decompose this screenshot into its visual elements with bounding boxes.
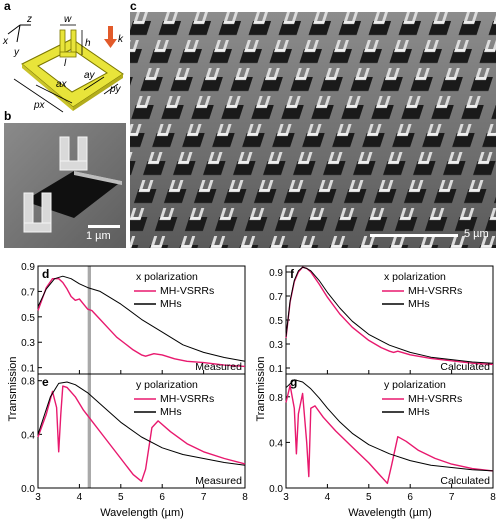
panel-label-c: c [130,0,137,13]
axis-y-label: y [13,47,20,58]
corner-note: Calculated [440,475,490,487]
panel-label-b: b [4,109,12,123]
x-tick-label: 5 [118,492,124,503]
y-tick-label: 0.7 [269,292,283,303]
y-tick-label: 0.0 [21,484,35,495]
y-tick-label: 0.5 [269,316,283,327]
legend-entry: MH-VSRRs [408,285,462,297]
y-axis-label-right: Transmission [255,357,267,422]
polarization-label: x polarization [384,271,446,283]
y-tick-label: 0.1 [21,364,35,375]
scalebar-b-label: 1 µm [86,230,111,242]
x-tick-label: 6 [407,492,413,503]
x-tick-label: 5 [366,492,372,503]
y-axis-label-left: Transmission [7,357,19,422]
panel-label-d: d [42,267,49,281]
panel-label-g: g [290,375,297,389]
series-line-mhs [285,379,494,472]
x-tick-label: 8 [490,492,496,503]
x-tick-label: 4 [77,492,83,503]
dim-w-label: w [64,14,72,25]
plot-frame [285,373,494,489]
panel-d: 0.1 0.3 0.5 0.7 0.9 x polarization MH-VSRRsMHs… [21,262,246,375]
dim-l-label: l [64,58,67,69]
marker-band [87,266,91,374]
panel-g: 0.0 0.4 0.8 3 4 5 6 7 8 y polarization MH-VSRRsMHs… [269,373,496,503]
legend-entry: MH-VSRRs [160,285,214,297]
panel-label-a: a [4,0,11,13]
unit-cell-schematic: z x y w l h ax ay px py k [2,14,124,113]
y-tick-label: 0.9 [269,268,283,279]
plot-frame [37,373,246,489]
legend-entry: MHs [408,406,430,418]
y-tick-label: 0.1 [269,364,283,375]
y-tick-label: 0.8 [269,393,283,404]
y-tick-label: 0.4 [21,430,35,441]
polarization-label: x polarization [136,271,198,283]
series-line-mhs [285,266,494,364]
x-axis-label-left: Wavelength (µm) [100,507,184,519]
dim-py-label: py [109,84,122,95]
x-tick-label: 3 [283,492,289,503]
axis-x-label: x [2,36,9,47]
x-tick-label: 7 [449,492,455,503]
panel-label-e: e [42,375,49,389]
x-tick-label: 7 [201,492,207,503]
corner-note: Measured [195,361,242,373]
transmission-spectra: Transmission Transmission Wavelength (µm… [7,262,496,519]
panel-label-f: f [290,267,295,281]
corner-note: Calculated [440,361,490,373]
dim-ay-label: ay [84,70,96,81]
polarization-label: y polarization [384,379,446,391]
polarization-label: y polarization [136,379,198,391]
marker-band [87,374,91,488]
sem-closeup-image: 1 µm [4,123,126,248]
x-tick-label: 6 [159,492,165,503]
y-tick-label: 0.4 [269,438,283,449]
legend-entry: MHs [160,298,182,310]
series-line-mh-vsrrs [285,266,494,366]
dim-px-label: px [33,100,46,111]
legend-entry: MHs [408,298,430,310]
k-vector-icon [104,26,117,48]
dim-h-label: h [85,38,91,49]
panel-f: 0.1 0.3 0.5 0.7 0.9 x polarization MH-VSRRsMHs… [269,265,494,375]
y-tick-label: 0.7 [21,287,35,298]
series-line-mhs [37,275,246,362]
corner-note: Measured [195,475,242,487]
series-line-mhs [37,381,246,466]
y-tick-label: 0.9 [21,262,35,273]
series-line-mh-vsrrs [285,384,494,485]
y-tick-label: 0.8 [21,377,35,388]
series-line-mh-vsrrs [37,385,246,483]
y-tick-label: 0.3 [269,340,283,351]
x-tick-label: 4 [325,492,331,503]
scalebar-c-label: 5 µm [464,228,489,240]
panel-e: 0.0 0.4 0.8 3 4 5 6 7 8 y polarization MH-VSRRsMHs… [21,373,248,503]
k-label: k [118,34,124,45]
series-line-mh-vsrrs [37,278,246,368]
x-tick-label: 8 [242,492,248,503]
y-tick-label: 0.5 [21,313,35,324]
x-tick-label: 3 [35,492,41,503]
y-tick-label: 0.3 [21,338,35,349]
sem-array-image: 5 µm [130,12,496,248]
axis-z-label: z [26,14,32,25]
y-tick-label: 0.0 [269,484,283,495]
legend-entry: MHs [160,406,182,418]
x-axis-label-right: Wavelength (µm) [348,507,432,519]
legend-entry: MH-VSRRs [408,393,462,405]
dim-ax-label: ax [56,79,68,90]
legend-entry: MH-VSRRs [160,393,214,405]
